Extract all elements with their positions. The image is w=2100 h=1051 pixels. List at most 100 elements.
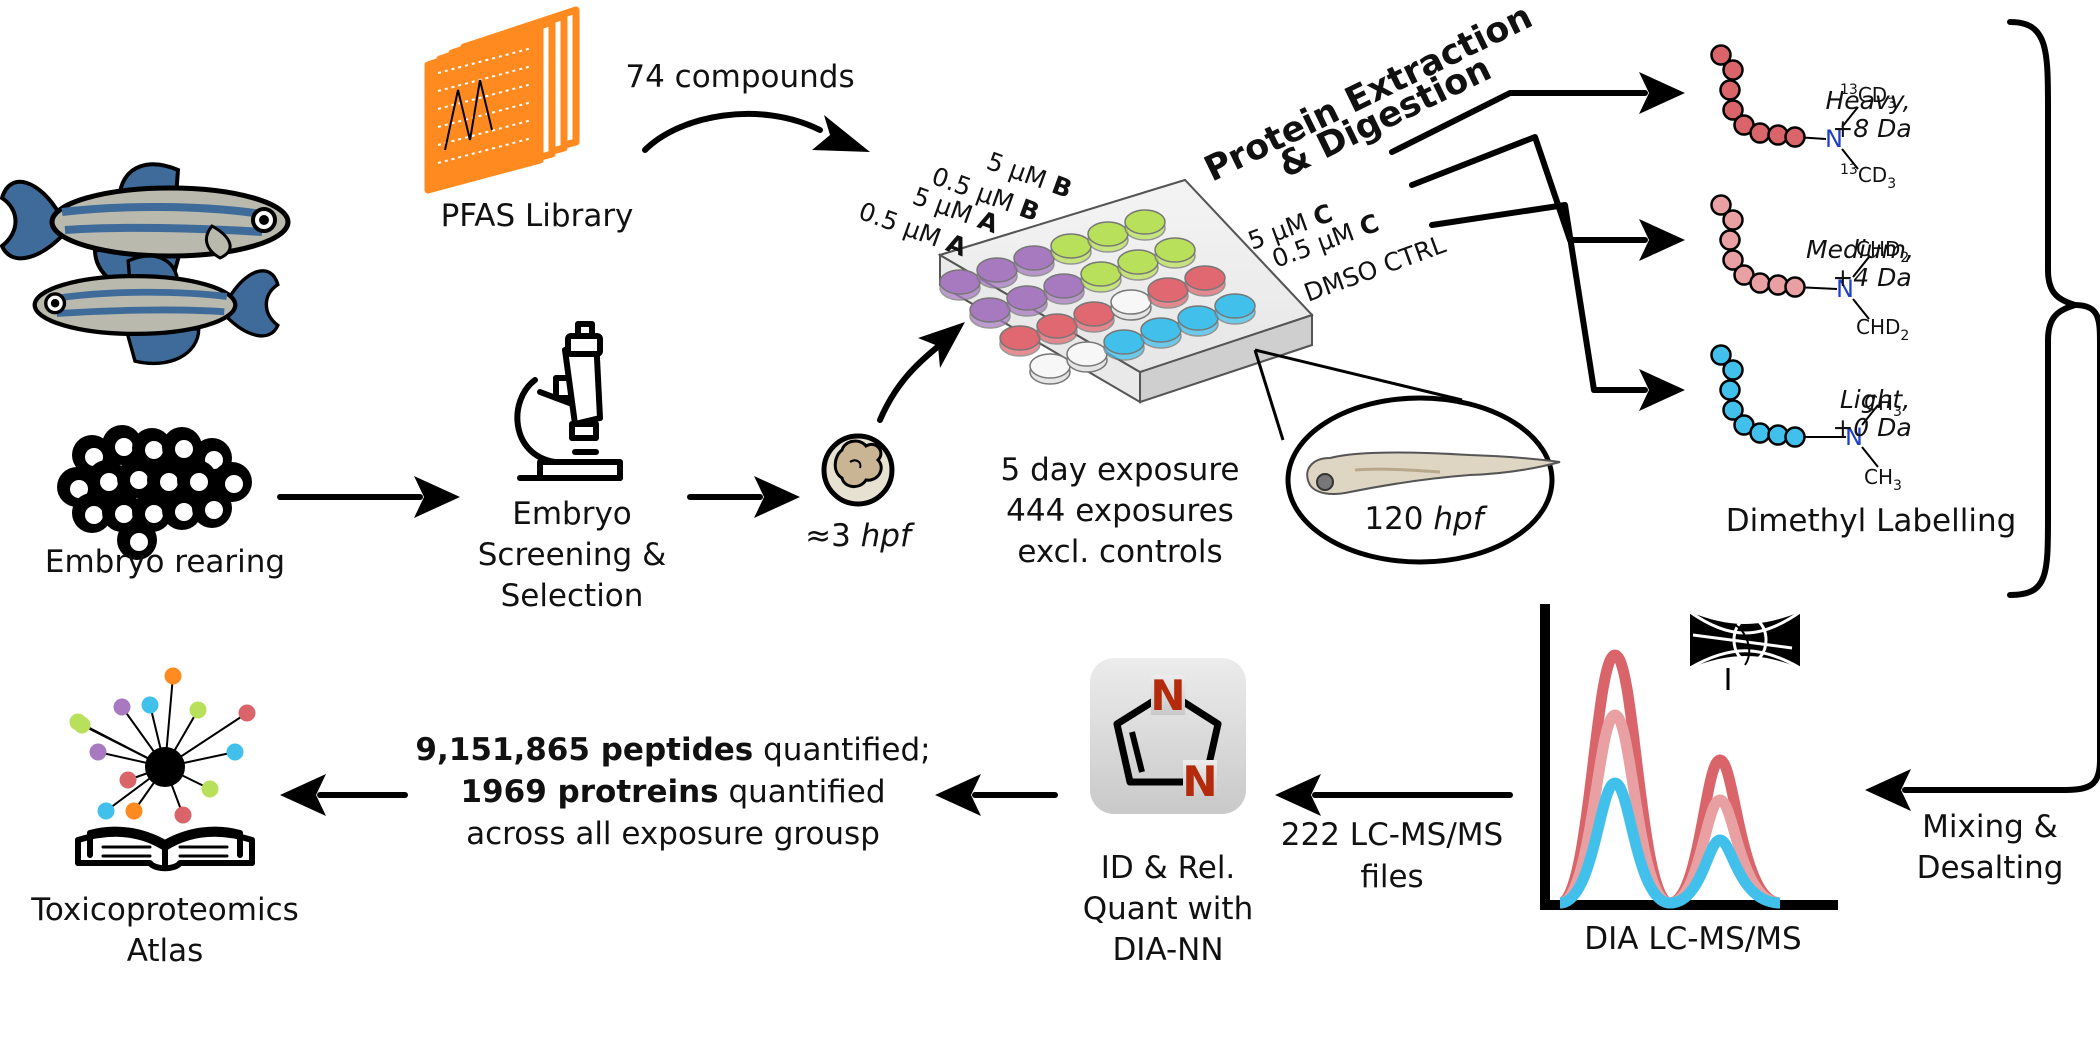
plate-well	[969, 297, 1011, 329]
labelling-medium: Medium, +4 Da	[1806, 235, 1914, 292]
network-hub	[145, 747, 185, 787]
peptide-bead	[1719, 379, 1741, 401]
light-sub1: CH3	[1864, 391, 1902, 420]
peptide-bead	[1719, 229, 1741, 251]
heavy-substituents: 13CD3 13CD3	[1840, 82, 1896, 192]
peptide-bead	[1722, 249, 1744, 271]
arrow-rearing-to-screening	[277, 476, 460, 518]
embryo-yolk	[175, 503, 193, 521]
embryo-yolk	[130, 533, 148, 551]
peptide-bead	[1784, 126, 1806, 148]
hpf120-prefix: 120	[1364, 501, 1433, 537]
plate-well	[1124, 209, 1166, 241]
plate-well	[1214, 293, 1256, 325]
light-substituents: CH3 CH3	[1864, 391, 1902, 494]
embryo-yolk	[225, 475, 243, 493]
embryo-yolk	[100, 473, 118, 491]
plate-well	[1110, 289, 1152, 321]
atlas-label-line2: Atlas	[127, 933, 204, 969]
embryo-yolk	[70, 480, 88, 498]
plate-well	[939, 269, 981, 301]
network-node	[89, 743, 107, 761]
arrow-diann-to-summary	[935, 774, 1058, 816]
peptide-bead	[1710, 344, 1732, 366]
extraction-label-line1: Protein Extraction	[1198, 0, 1538, 190]
plate-well	[1036, 313, 1078, 345]
quantified-text-2: quantified	[719, 774, 886, 810]
screening-label-line3: Selection	[501, 578, 644, 614]
heavy-sub1: 13CD3	[1840, 82, 1896, 112]
plate-well	[1184, 265, 1226, 297]
pfas-library-icon	[424, 6, 580, 194]
medium-sub2: CHD2	[1856, 315, 1909, 344]
files-label-line2: files	[1360, 859, 1423, 895]
embryo-rearing-label: Embryo rearing	[45, 544, 285, 580]
light-sub2: CH3	[1864, 465, 1902, 494]
exposure-line3: excl. controls	[1017, 534, 1222, 570]
network-node	[238, 704, 256, 722]
mass-spec-icon	[1689, 610, 1801, 690]
embryo-yolk	[145, 441, 163, 459]
mixing-label-line2: Desalting	[1917, 850, 2064, 886]
peptide-bead	[1722, 399, 1744, 421]
embryo-yolk	[175, 440, 193, 458]
dia-nn-n2: N	[1182, 757, 1217, 806]
embryo-yolk	[85, 448, 103, 466]
embryo-yolk	[145, 505, 163, 523]
network-node	[73, 716, 91, 734]
arrow-library-to-plate	[642, 111, 870, 153]
arrow-embryo-to-plate	[877, 322, 965, 423]
peptide-bead	[1710, 194, 1732, 216]
network-node	[97, 802, 115, 820]
peptide-bead	[1749, 272, 1771, 294]
peptide-bead	[1784, 426, 1806, 448]
peptide-bead	[1784, 276, 1806, 298]
larva-icon	[1285, 395, 1561, 565]
medium-name: Medium,	[1806, 235, 1914, 264]
network-node	[201, 780, 219, 798]
well-plate-icon	[937, 178, 1314, 404]
plate-well	[999, 325, 1041, 357]
library-plate-front	[426, 25, 542, 193]
network-node	[164, 667, 182, 685]
dia-nn-n1: N	[1150, 671, 1185, 720]
plate-well	[1029, 353, 1071, 385]
hpf3-prefix: ≈3	[805, 518, 861, 554]
dia-nn-logo-icon: N N	[1090, 658, 1246, 814]
embryo-yolk	[130, 471, 148, 489]
network-icon	[69, 667, 256, 824]
microscope-icon	[514, 321, 623, 481]
plate-well	[1050, 233, 1092, 265]
labelling-light: Light, +0 Da	[1832, 385, 1911, 442]
single-embryo-icon	[821, 433, 895, 507]
arrow-brace-to-mixing	[1865, 302, 2100, 811]
labelling-brace	[2007, 19, 2085, 598]
atlas-label-line1: Toxicoproteomics	[30, 892, 299, 928]
plate-well	[1006, 285, 1048, 317]
plate-well	[1140, 317, 1182, 349]
plate-well	[1043, 273, 1085, 305]
peptide-bead	[1749, 122, 1771, 144]
embryo-cluster-icon	[57, 425, 252, 560]
summary-line3: across all exposure grousp	[466, 816, 880, 852]
nitrogen-atom: N	[1845, 423, 1863, 451]
summary-line1: 9,151,865 peptides quantified;	[415, 732, 930, 768]
heavy-sub2: 13CD3	[1840, 162, 1896, 192]
peptide-bead	[1710, 44, 1732, 66]
quantified-text: quantified;	[753, 732, 930, 768]
peptide-chain-icon: N	[1710, 194, 1870, 320]
nitrogen-atom: N	[1825, 125, 1843, 153]
peptide-bead	[1719, 79, 1741, 101]
network-node	[174, 806, 192, 824]
embryo-yolk	[160, 473, 178, 491]
quant-label-line3: DIA-NN	[1112, 932, 1223, 968]
peptide-bead	[1722, 59, 1744, 81]
mixing-label-line1: Mixing &	[1922, 809, 2058, 845]
embryo-yolk	[205, 501, 223, 519]
open-book-icon	[75, 826, 255, 872]
heavy-name: Heavy,	[1825, 86, 1910, 115]
quant-label-line1: ID & Rel.	[1101, 850, 1236, 886]
plate-well	[1147, 277, 1189, 309]
hpf3-unit: hpf	[861, 518, 915, 554]
